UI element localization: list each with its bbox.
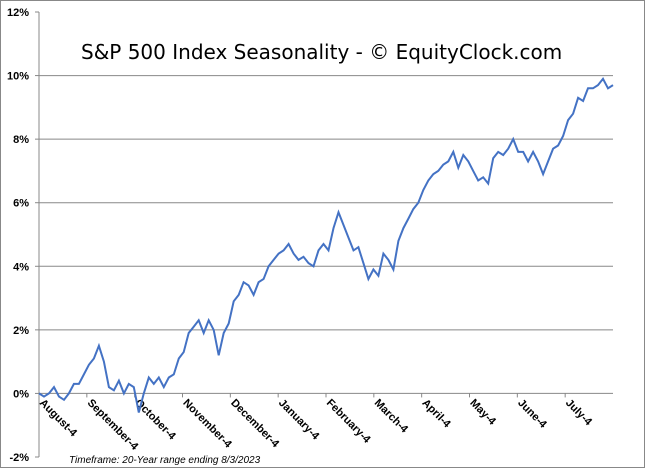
- x-tick-label: January-4: [276, 397, 322, 443]
- x-tick-label: November-4: [180, 397, 234, 451]
- x-tick-label: July-4: [563, 397, 595, 429]
- y-tick-label: 0%: [13, 388, 29, 400]
- x-tick-label: February-4: [324, 397, 373, 446]
- x-tick-label: August-4: [37, 397, 80, 440]
- x-tick-label: May-4: [467, 397, 498, 428]
- x-tick-label: April-4: [420, 397, 454, 431]
- y-tick-label: 4%: [13, 261, 29, 273]
- x-tick-label: October-4: [133, 397, 179, 443]
- y-tick-label: 10%: [7, 71, 29, 83]
- x-tick-label: March-4: [372, 397, 411, 436]
- x-tick-label: December-4: [228, 397, 282, 451]
- y-tick-label: -2%: [9, 452, 29, 464]
- timeframe-footnote: Timeframe: 20-Year range ending 8/3/2023: [69, 455, 261, 466]
- x-tick-label: June-4: [515, 397, 549, 431]
- series-line: [38, 76, 614, 413]
- y-tick-label: 12%: [7, 7, 29, 19]
- y-tick-label: 8%: [13, 134, 29, 146]
- y-tick-label: 6%: [13, 198, 29, 210]
- chart-title: S&P 500 Index Seasonality - © EquityCloc…: [81, 40, 562, 64]
- y-tick-label: 2%: [13, 325, 29, 337]
